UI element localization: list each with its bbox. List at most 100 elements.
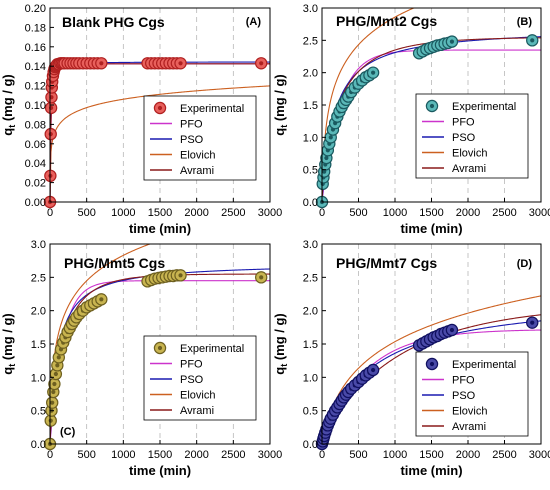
legend-entry: PSO (452, 390, 476, 402)
panel-label: (A) (246, 16, 262, 28)
legend-entry: Elovich (180, 390, 215, 402)
y-tick-label: 1.5 (303, 339, 318, 351)
data-point-center (371, 70, 376, 75)
legend-entry: Avrami (180, 405, 214, 417)
legend-entry: PFO (180, 359, 203, 371)
data-point-center (530, 320, 535, 325)
series-line-elovich (49, 85, 271, 203)
y-tick-label: 2.0 (31, 306, 46, 318)
x-tick-label: 3000 (258, 449, 282, 461)
y-tick-label: 0.0 (303, 439, 318, 451)
y-tick-label: 0.10 (25, 100, 46, 112)
chart-panel-2: 0 500 1000 1500 2000 2500 3000 0.0 0.5 1.0 1.5 2.0 2… (0, 239, 282, 478)
y-tick-label: 1.0 (31, 372, 46, 384)
y-tick-label: 1.0 (303, 372, 318, 384)
y-axis-label-sub: t (7, 364, 17, 367)
x-tick-label: 1500 (148, 449, 172, 461)
legend-entry: PSO (452, 132, 476, 144)
x-tick-label: 2500 (492, 207, 516, 219)
x-tick-label: 1500 (419, 449, 443, 461)
legend-marker-center (157, 345, 163, 351)
x-tick-label: 500 (77, 449, 95, 461)
data-point-center (52, 381, 57, 387)
y-axis-label: qt (mg / g) (272, 74, 289, 136)
chart-title: Blank PHG Cgs (62, 14, 165, 30)
y-axis-label-unit: (mg / g) (0, 74, 15, 125)
x-tick-label: 0 (319, 449, 325, 461)
chart-title: PHG/Mmt7 Cgs (336, 255, 437, 271)
y-axis-label: qt (mg / g) (0, 313, 17, 375)
data-point-center (99, 61, 104, 66)
chart-panel-0: 0 500 1000 1500 2000 2500 3000 0.00 0.02 0.04 0.06… (0, 3, 282, 236)
x-tick-label: 1000 (383, 207, 407, 219)
x-axis-label: time (min) (129, 463, 191, 478)
x-tick-label: 1000 (111, 207, 135, 219)
y-tick-label: 1.0 (303, 132, 318, 144)
x-tick-label: 2500 (221, 207, 245, 219)
y-tick-label: 0.18 (25, 22, 46, 34)
y-tick-label: 0.5 (303, 406, 318, 418)
x-tick-label: 1000 (383, 449, 407, 461)
legend-entry: Experimental (452, 359, 516, 371)
panel-label: (D) (517, 258, 533, 270)
panel-label: (C) (60, 426, 76, 438)
y-tick-label: 3.0 (303, 239, 318, 251)
y-axis-label-sub: t (7, 125, 17, 128)
y-tick-label: 0.06 (25, 139, 46, 151)
x-tick-label: 2000 (456, 207, 480, 219)
y-tick-label: 0.0 (31, 439, 46, 451)
x-tick-label: 3000 (529, 449, 550, 461)
y-axis-label-main: q (272, 367, 287, 375)
y-axis-label-main: q (272, 128, 287, 136)
y-axis-label-unit: (mg / g) (0, 313, 15, 364)
x-tick-label: 0 (47, 449, 53, 461)
x-tick-label: 1500 (419, 207, 443, 219)
y-tick-label: 3.0 (31, 239, 46, 251)
x-tick-label: 0 (319, 207, 325, 219)
x-tick-label: 500 (349, 207, 367, 219)
x-tick-label: 2000 (184, 207, 208, 219)
y-tick-label: 2.5 (303, 272, 318, 284)
legend-entry: PSO (180, 134, 204, 146)
legend-entry: PFO (180, 119, 203, 131)
y-axis-label: qt (mg / g) (0, 74, 17, 136)
x-tick-label: 2000 (184, 449, 208, 461)
chart-panel-1: 0 500 1000 1500 2000 2500 3000 0.0 0.5 1.0 1.5 2.0 2… (272, 3, 550, 236)
x-tick-label: 2500 (221, 449, 245, 461)
data-point-center (51, 389, 56, 395)
legend-marker-center (429, 103, 435, 109)
legend-entry: PSO (180, 374, 204, 386)
y-tick-label: 2.5 (303, 35, 318, 47)
y-tick-label: 0.00 (25, 197, 46, 209)
legend-marker-center (157, 105, 163, 111)
chart-panel-3: 0 500 1000 1500 2000 2500 3000 0.0 0.5 1.0 1.5 2.0 2… (272, 239, 550, 478)
data-point-center (178, 61, 183, 66)
y-tick-label: 0.12 (25, 81, 46, 93)
x-tick-label: 500 (77, 207, 95, 219)
data-point-center (371, 367, 376, 373)
data-point-center (449, 39, 455, 44)
y-axis-label-sub: t (279, 364, 289, 367)
chart-title: PHG/Mmt2 Cgs (336, 13, 437, 29)
data-point-center (55, 363, 60, 368)
legend-marker-center (429, 361, 435, 367)
data-point-center (259, 275, 264, 280)
data-point-center (48, 132, 53, 137)
y-axis-label-main: q (0, 367, 15, 375)
legend-entry: PFO (452, 117, 475, 129)
y-tick-label: 0.04 (25, 158, 46, 170)
x-tick-label: 1500 (148, 207, 172, 219)
data-point-center (324, 155, 329, 161)
legend-entry: Experimental (180, 343, 244, 355)
panel-label: (B) (517, 16, 533, 28)
y-axis-label: qt (mg / g) (272, 313, 289, 375)
y-tick-label: 0.5 (303, 165, 318, 177)
data-point-center (99, 297, 104, 302)
legend-entry: Experimental (180, 103, 244, 115)
y-tick-label: 2.0 (303, 306, 318, 318)
y-tick-label: 3.0 (303, 3, 318, 15)
legend-entry: Elovich (452, 148, 487, 160)
y-tick-label: 0.14 (25, 61, 46, 73)
data-point-center (449, 327, 455, 333)
